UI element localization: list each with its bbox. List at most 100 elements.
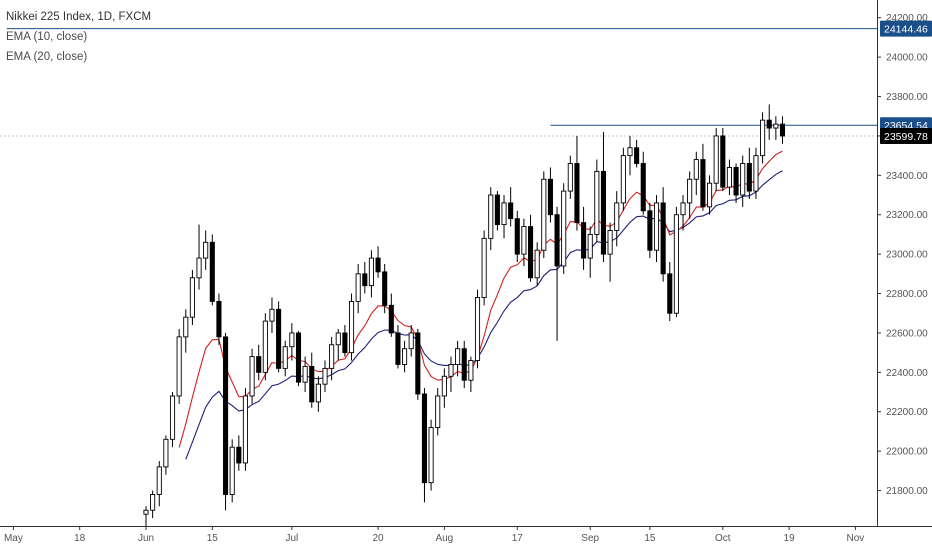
candle [620,147,626,211]
candle-body [660,202,666,275]
candle [746,147,752,199]
candle-body [143,509,149,515]
candle-body [249,356,255,397]
candle-body [534,249,540,279]
candle [262,313,268,381]
candle-body [673,214,679,314]
candle-body [282,346,288,369]
candle-body [441,375,447,397]
candle [421,388,428,503]
candle-body [541,178,547,251]
candle [441,368,447,408]
candle [163,435,169,475]
candle [156,460,162,507]
candle-body [554,214,560,267]
candle-body [375,257,381,273]
candle-body [196,257,202,279]
candle-body [402,348,408,365]
candle [282,340,288,377]
candle-body [368,257,374,287]
y-tick-label: 22800.00 [886,289,928,300]
legend-symbol-title[interactable]: Nikkei 225 Index, 1D, FXCM [6,11,152,23]
candle [647,202,653,259]
candle [574,135,580,231]
candle-body [156,466,162,495]
candle-body [620,155,626,204]
candle-body [733,166,739,196]
candle-body [435,395,441,428]
price-axis-background[interactable] [878,0,932,526]
price-tag-box [880,127,932,144]
candle-body [348,300,355,354]
y-tick-label: 22400.00 [886,368,928,379]
candle-body [514,218,520,255]
legend-ema10[interactable]: EMA (10, close) [6,31,88,43]
candle [329,336,335,381]
candle [760,112,766,164]
candle [653,195,660,263]
candle [634,139,640,168]
candle [547,167,553,223]
candle [183,309,189,353]
candle-body [302,365,308,383]
x-tick-label: 18 [74,533,86,544]
x-tick-label: Jul [285,533,298,544]
candle [382,263,388,314]
y-tick-label: 23200.00 [886,210,928,221]
candle [242,388,249,471]
candle [236,435,242,471]
candle-body [309,365,315,403]
candle-body [587,233,593,259]
candle [415,328,421,400]
candle-body [481,237,487,298]
candle-body [488,194,494,239]
candle-body [269,308,275,322]
legend-ema20[interactable]: EMA (20, close) [6,51,88,63]
price-tag: 24144.46 [880,20,932,37]
time-axis[interactable]: May 18 Jun 15 Jul 20 Aug 17 Sep 15 Oct 19 Nov [4,526,864,544]
candle [640,151,646,215]
y-tick-label: 24000.00 [886,53,928,64]
candle [428,419,434,491]
candle-body [315,383,321,403]
candle [335,328,341,361]
candle [521,218,527,266]
y-tick-label: 24200.00 [886,13,928,24]
candle [753,147,759,199]
candle [229,439,235,503]
price-tag-label: 23599.78 [884,131,928,143]
candle-body [335,332,341,346]
candle-body [262,320,268,373]
candle [733,163,739,203]
candle-body [223,336,229,495]
candle-body [501,202,507,226]
candle [209,234,215,306]
candle [766,104,772,140]
candle [514,210,520,263]
y-tick-label: 22000.00 [886,447,928,458]
candle [269,297,275,333]
x-tick-label: Jun [138,533,154,544]
candle [402,340,408,373]
candle [534,242,540,286]
candle-body [322,367,328,385]
candle [223,332,229,511]
price-axis[interactable]: 21800.00 22000.00 22200.00 22400.00 22600.00… [877,13,928,497]
candle [527,214,534,282]
candle-body [203,241,209,259]
candle-body [753,155,759,192]
x-tick-label: Nov [847,533,865,544]
candle-body [667,273,673,314]
y-tick-label: 23800.00 [886,92,928,103]
x-tick-label: 19 [784,533,796,544]
candle [494,191,500,231]
candle [322,360,328,393]
candle [362,262,368,294]
candle [726,159,732,196]
candle [295,330,302,387]
candle-body [209,241,215,302]
candle [395,325,401,369]
candle [348,293,355,361]
candle [660,187,666,282]
